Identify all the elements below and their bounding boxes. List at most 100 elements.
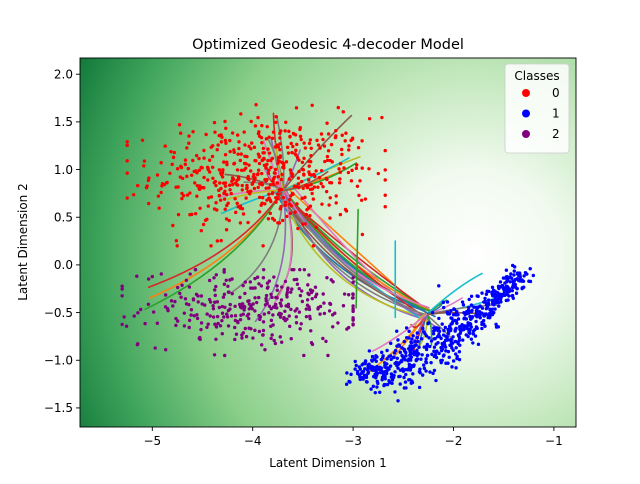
point-class-0	[355, 184, 360, 188]
geodesic-path	[371, 313, 428, 352]
point-class-0	[268, 183, 273, 187]
point-class-2	[297, 286, 301, 291]
point-class-1	[515, 271, 520, 275]
point-class-0	[264, 166, 268, 170]
point-class-0	[224, 192, 229, 197]
point-class-0	[225, 203, 229, 208]
point-class-0	[282, 163, 286, 168]
point-class-2	[263, 348, 267, 352]
point-class-0	[211, 176, 215, 181]
point-class-0	[322, 144, 327, 148]
point-class-0	[266, 147, 270, 151]
point-class-2	[151, 310, 156, 314]
point-class-1	[484, 292, 489, 296]
point-class-1	[389, 341, 393, 346]
point-class-2	[226, 308, 231, 313]
point-class-2	[278, 335, 282, 339]
point-class-1	[387, 379, 391, 383]
point-class-1	[445, 300, 450, 304]
point-class-1	[389, 372, 394, 376]
point-class-0	[245, 186, 249, 190]
point-class-0	[255, 172, 260, 177]
point-class-2	[241, 302, 245, 307]
point-class-0	[260, 123, 264, 128]
y-axis-ticks: −1.5 −1.0 −0.5 0.0 0.5 1.0 1.5 2.0	[44, 67, 80, 415]
point-class-0	[232, 148, 236, 152]
point-class-2	[257, 295, 261, 300]
point-class-0	[228, 149, 232, 154]
point-class-1	[430, 352, 434, 357]
point-class-1	[510, 288, 514, 293]
point-class-0	[239, 152, 243, 156]
point-class-1	[457, 325, 462, 329]
point-class-1	[422, 330, 426, 334]
point-class-0	[252, 145, 257, 150]
point-class-0	[311, 197, 316, 201]
point-class-1	[432, 354, 437, 359]
point-class-0	[307, 159, 311, 163]
point-class-1	[457, 357, 462, 362]
point-class-0	[239, 112, 243, 116]
point-class-0	[235, 168, 240, 172]
point-class-0	[216, 143, 220, 147]
point-class-1	[370, 354, 375, 359]
point-class-0	[299, 179, 304, 184]
point-class-2	[351, 309, 355, 314]
point-class-2	[294, 321, 299, 325]
point-class-0	[310, 103, 314, 107]
point-class-2	[242, 305, 247, 309]
point-class-0	[343, 139, 347, 143]
point-class-0	[267, 168, 271, 172]
point-class-1	[417, 345, 421, 349]
point-class-0	[308, 204, 313, 208]
point-class-1	[445, 338, 449, 342]
point-class-0	[350, 168, 354, 173]
point-class-0	[227, 218, 231, 223]
point-class-1	[407, 362, 412, 367]
point-class-1	[358, 375, 363, 380]
point-class-1	[501, 292, 505, 296]
point-class-1	[439, 348, 444, 353]
point-class-1	[498, 292, 503, 297]
point-class-0	[256, 168, 261, 172]
point-class-0	[296, 182, 301, 186]
point-class-1	[440, 322, 444, 326]
point-class-2	[120, 294, 124, 298]
point-class-1	[428, 370, 432, 374]
point-class-1	[419, 337, 424, 341]
point-class-1	[466, 305, 471, 310]
point-class-0	[279, 177, 284, 182]
point-class-2	[346, 325, 351, 330]
point-class-0	[195, 171, 199, 175]
point-class-1	[348, 380, 352, 384]
point-class-2	[271, 313, 275, 317]
point-class-0	[209, 244, 213, 248]
legend-marker-1	[522, 109, 530, 118]
point-class-1	[375, 385, 379, 389]
point-class-1	[469, 337, 474, 341]
point-class-1	[520, 286, 524, 290]
point-class-1	[371, 384, 376, 389]
point-class-0	[202, 156, 206, 160]
point-class-0	[131, 192, 136, 197]
point-class-0	[180, 196, 184, 201]
point-class-0	[288, 135, 292, 139]
point-class-2	[318, 304, 323, 309]
point-class-0	[203, 218, 208, 222]
point-class-1	[422, 363, 426, 367]
legend-marker-0	[522, 89, 530, 97]
point-class-0	[244, 196, 248, 200]
point-class-1	[481, 318, 486, 323]
point-class-1	[455, 321, 459, 325]
point-class-2	[166, 308, 170, 313]
point-class-0	[174, 238, 179, 243]
point-class-1	[490, 307, 495, 311]
point-class-1	[431, 332, 436, 336]
point-class-0	[210, 154, 215, 159]
point-class-2	[249, 327, 253, 331]
point-class-2	[351, 306, 355, 311]
geodesic-path	[147, 189, 284, 288]
point-class-2	[267, 304, 272, 308]
